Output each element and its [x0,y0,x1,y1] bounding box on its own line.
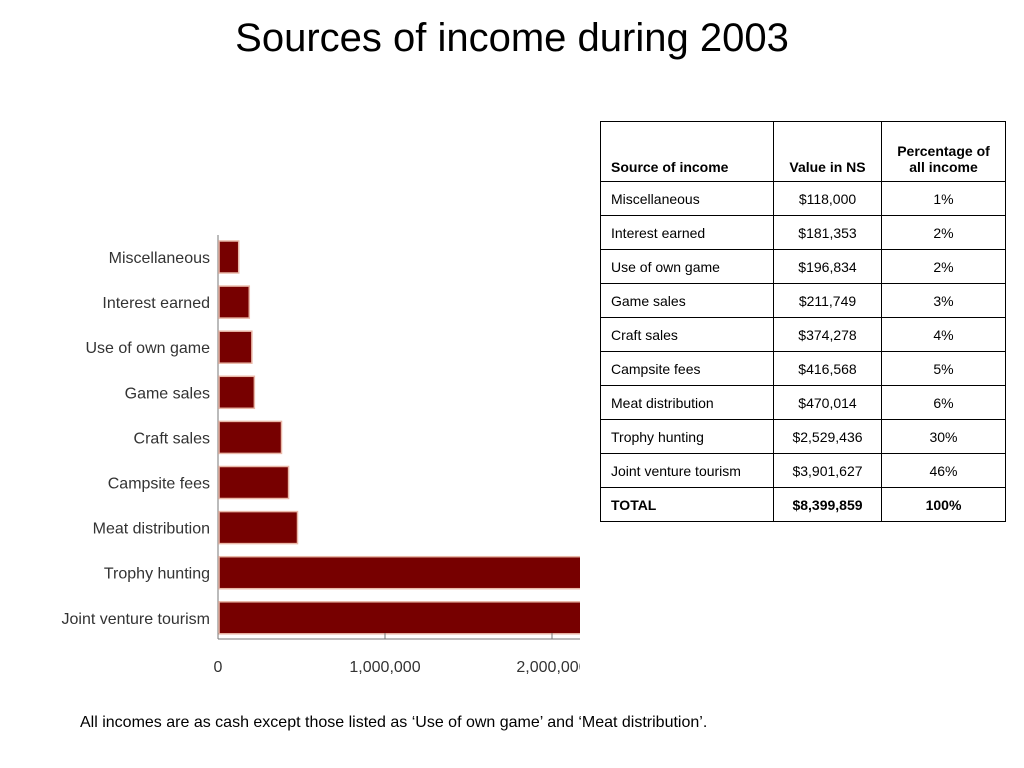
category-label: Trophy hunting [104,566,210,583]
category-label: Use of own game [85,340,210,357]
table-row: Campsite fees $416,568 5% [600,351,1006,386]
cell-percent: 1% [881,181,1006,216]
table-row: Craft sales $374,278 4% [600,317,1006,352]
cell-source: Interest earned [600,215,774,250]
table-row: Use of own game $196,834 2% [600,249,1006,284]
cell-percent: 5% [881,351,1006,386]
x-tick-label: 2,000,000 [516,659,580,676]
header-percent: Percentage of all income [881,121,1006,182]
cell-percent: 3% [881,283,1006,318]
bar [218,601,580,635]
cell-value: $470,014 [773,385,882,420]
category-label: Miscellaneous [109,250,210,267]
income-bar-chart: Miscellaneous Interest earned Use of own g… [61,235,580,676]
table-total-row: TOTAL $8,399,859 100% [600,487,1006,522]
category-label: Interest earned [102,295,210,312]
category-label: Craft sales [134,430,210,447]
x-tick-label: 0 [214,659,223,676]
table-row: Meat distribution $470,014 6% [600,385,1006,420]
total-source: TOTAL [600,487,774,522]
header-source: Source of income [600,121,774,182]
page-title: Sources of income during 2003 [235,16,789,60]
bar [218,285,251,319]
bar [218,375,256,410]
total-value: $8,399,859 [773,487,882,522]
category-label: Campsite fees [108,476,210,493]
bar [218,465,290,500]
cell-value: $118,000 [773,181,882,216]
cell-source: Miscellaneous [600,181,774,216]
cell-source: Use of own game [600,249,774,284]
cell-value: $211,749 [773,283,882,318]
cell-value: $196,834 [773,249,882,284]
cell-source: Craft sales [600,317,774,352]
cell-percent: 2% [881,215,1006,250]
x-tick-label: 1,000,000 [349,659,420,676]
cell-percent: 4% [881,317,1006,352]
header-value: Value in NS [773,121,882,182]
bar [218,555,580,590]
income-table: Source of income Value in NS Percentage … [600,121,1006,522]
bar [218,330,253,364]
table-header-row: Source of income Value in NS Percentage … [600,121,1006,182]
bar [218,240,240,274]
table-row: Interest earned $181,353 2% [600,215,1006,250]
category-label: Game sales [125,385,210,402]
cell-source: Campsite fees [600,351,774,386]
cell-percent: 46% [881,453,1006,488]
cell-source: Meat distribution [600,385,774,420]
footnote: All incomes are as cash except those lis… [80,714,708,731]
bar [218,420,283,455]
cell-value: $3,901,627 [773,453,882,488]
total-percent: 100% [881,487,1006,522]
category-label: Joint venture tourism [61,611,210,628]
cell-source: Joint venture tourism [600,453,774,488]
cell-percent: 30% [881,419,1006,454]
cell-value: $2,529,436 [773,419,882,454]
table-row: Game sales $211,749 3% [600,283,1006,318]
category-label: Meat distribution [93,521,210,538]
table-row: Joint venture tourism $3,901,627 46% [600,453,1006,488]
table-row: Trophy hunting $2,529,436 30% [600,419,1006,454]
table-row: Miscellaneous $118,000 1% [600,181,1006,216]
cell-source: Game sales [600,283,774,318]
bar [218,510,299,545]
cell-percent: 2% [881,249,1006,284]
cell-source: Trophy hunting [600,419,774,454]
cell-percent: 6% [881,385,1006,420]
cell-value: $416,568 [773,351,882,386]
cell-value: $374,278 [773,317,882,352]
cell-value: $181,353 [773,215,882,250]
